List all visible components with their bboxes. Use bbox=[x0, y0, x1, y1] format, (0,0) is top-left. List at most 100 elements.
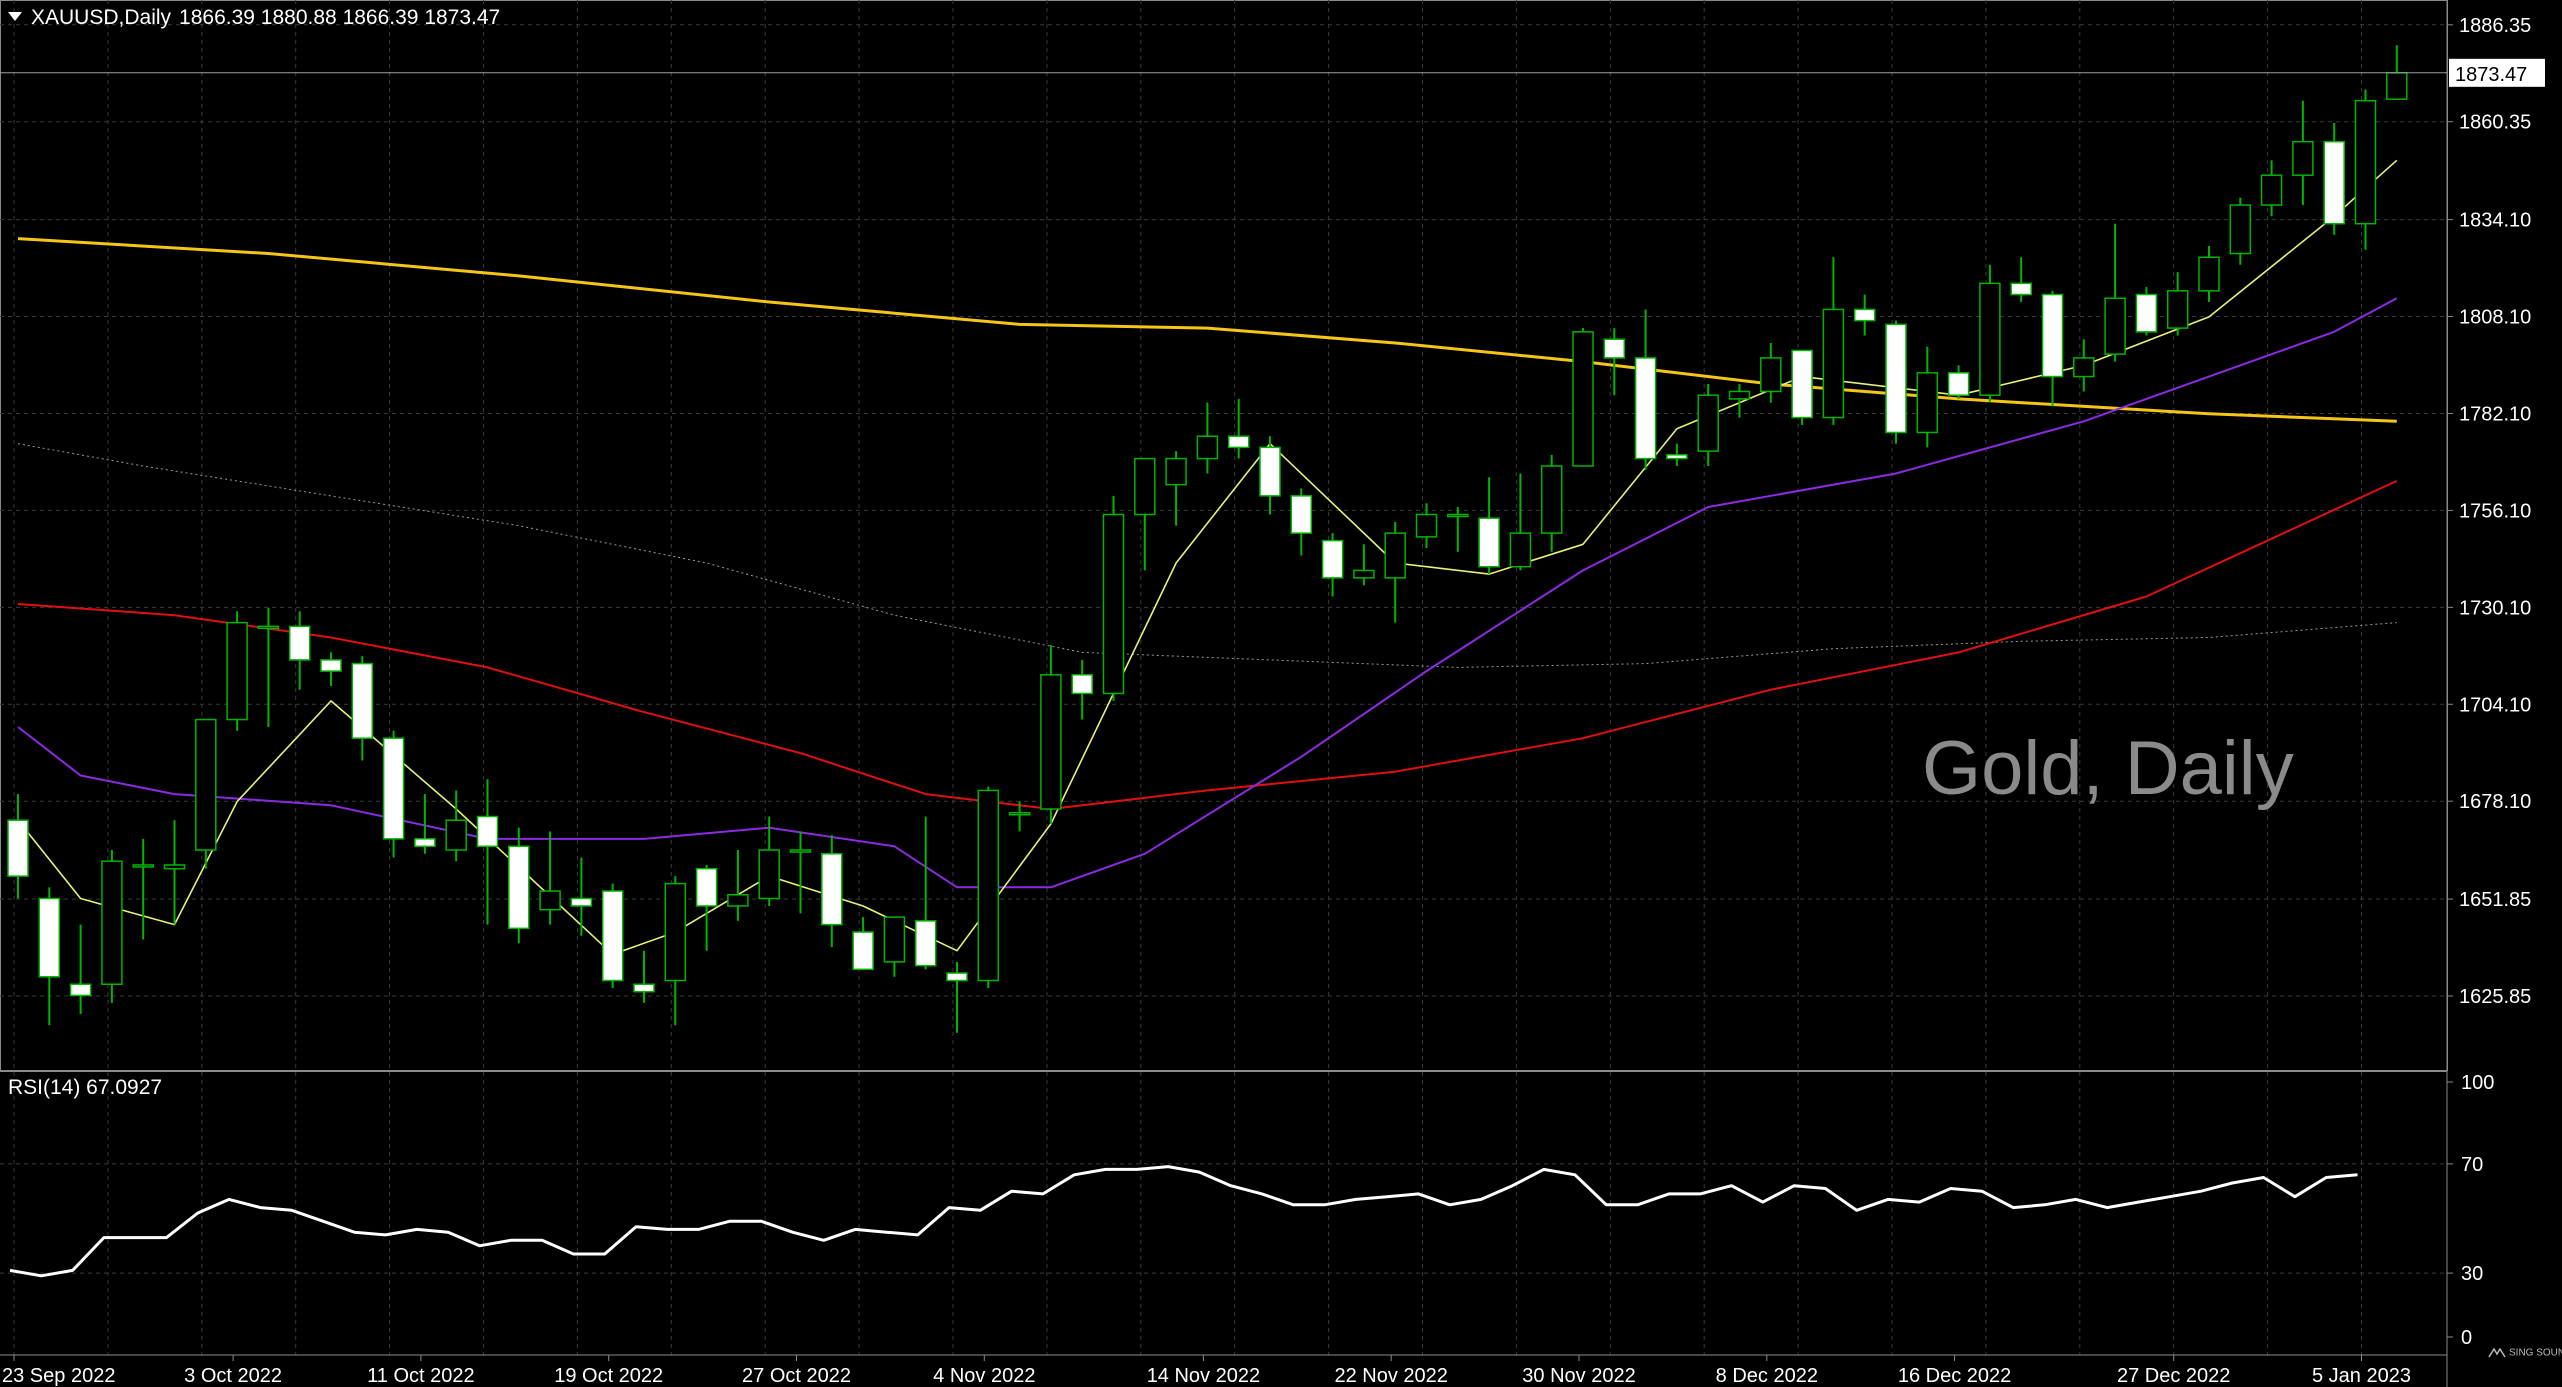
date-tick-label: 19 Oct 2022 bbox=[554, 1365, 663, 1387]
candle-body bbox=[2010, 282, 2032, 296]
candle-body bbox=[539, 890, 561, 911]
candle bbox=[1259, 436, 1281, 515]
candle bbox=[2260, 160, 2283, 217]
candle bbox=[1071, 659, 1093, 720]
date-tick-label: 23 Sep 2022 bbox=[2, 1365, 115, 1387]
candle-body bbox=[601, 890, 624, 982]
candle-body bbox=[414, 838, 436, 848]
candle bbox=[2135, 287, 2158, 336]
candle bbox=[1666, 443, 1688, 467]
broker-logo-icon bbox=[2488, 1348, 2506, 1358]
candle bbox=[1885, 320, 1907, 444]
candle-body bbox=[1447, 513, 1469, 518]
candle-body bbox=[664, 882, 687, 982]
candle bbox=[2386, 45, 2408, 100]
price-tick-label: 1782.10 bbox=[2459, 403, 2531, 425]
candle-body bbox=[883, 916, 906, 963]
candle-body bbox=[508, 845, 530, 930]
candle-body bbox=[195, 718, 217, 851]
candle-body bbox=[1384, 532, 1406, 579]
main-panel-frame bbox=[0, 0, 2448, 1071]
candle-body bbox=[821, 853, 843, 926]
candle-body bbox=[1509, 532, 1532, 568]
candle-body bbox=[1791, 349, 1813, 419]
rsi-tick-label: 100 bbox=[2461, 1072, 2494, 1094]
candle bbox=[2073, 339, 2095, 392]
date-tick-label: 11 Oct 2022 bbox=[367, 1365, 474, 1387]
candle bbox=[7, 794, 29, 899]
price-tick-label: 1625.85 bbox=[2459, 986, 2531, 1008]
date-tick-label: 14 Nov 2022 bbox=[1147, 1365, 1260, 1387]
candle bbox=[163, 820, 186, 925]
collapse-arrow-icon[interactable] bbox=[8, 12, 22, 21]
ohlc-close: 1873.47 bbox=[424, 6, 501, 29]
candle-body bbox=[695, 867, 718, 907]
date-tick-label: 16 Dec 2022 bbox=[1898, 1365, 2011, 1387]
current-price-tag: 1873.47 bbox=[2455, 64, 2527, 86]
symbol-header: XAUUSD,Daily 1866.39 1880.88 1866.39 1873… bbox=[8, 6, 500, 30]
candle bbox=[1321, 533, 1344, 597]
candle-body bbox=[2354, 99, 2377, 225]
candle bbox=[2323, 123, 2345, 235]
candle bbox=[914, 816, 937, 970]
axes: 1886.35 1860.35 1834.10 1808.10 1782.10 1756.… bbox=[0, 15, 2545, 1387]
candle-body bbox=[1760, 357, 1782, 393]
date-tick-label: 8 Dec 2022 bbox=[1716, 1365, 1818, 1387]
candle-body bbox=[1008, 812, 1031, 816]
rsi-panel: 100 70 30 0 bbox=[0, 1072, 2494, 1349]
candle-body bbox=[2229, 204, 2252, 255]
candle-body bbox=[2323, 140, 2345, 225]
candle-body bbox=[2104, 297, 2126, 355]
broker-logo: SING SOUND bbox=[2488, 1348, 2562, 1359]
candle-body bbox=[1290, 495, 1313, 534]
candle bbox=[1572, 328, 1594, 467]
candle bbox=[382, 730, 405, 858]
candle bbox=[1290, 488, 1313, 556]
candle bbox=[727, 850, 749, 921]
candle bbox=[38, 887, 61, 1026]
candle-body bbox=[1353, 569, 1375, 579]
candle bbox=[320, 652, 342, 686]
candle bbox=[1728, 384, 1751, 418]
candle bbox=[288, 611, 311, 690]
candle-body bbox=[1321, 539, 1344, 579]
candle-body bbox=[1947, 372, 1970, 396]
candle-body bbox=[1165, 457, 1187, 486]
candle bbox=[226, 611, 248, 731]
candle bbox=[351, 656, 374, 761]
candle-body bbox=[7, 819, 29, 877]
date-tick-label: 27 Dec 2022 bbox=[2117, 1365, 2230, 1387]
moving-averages bbox=[17, 159, 2398, 956]
candle bbox=[664, 876, 687, 1026]
candle bbox=[633, 950, 655, 1003]
candle-body bbox=[914, 920, 937, 967]
candle-body bbox=[1540, 465, 1563, 534]
candle-body bbox=[2198, 256, 2220, 292]
price-tick-label: 1834.10 bbox=[2459, 210, 2531, 232]
moving-average-line bbox=[17, 159, 2398, 956]
candle-body bbox=[758, 849, 780, 900]
candle-body bbox=[1572, 331, 1594, 467]
candle bbox=[946, 961, 968, 1033]
price-tick-label: 1678.10 bbox=[2459, 791, 2531, 813]
candle-body bbox=[789, 849, 812, 853]
price-tick-label: 1886.35 bbox=[2459, 15, 2531, 37]
candle bbox=[2104, 223, 2126, 362]
candle bbox=[1634, 309, 1657, 470]
candle-body bbox=[2386, 72, 2408, 100]
candle bbox=[1134, 457, 1156, 571]
date-tick-label: 22 Nov 2022 bbox=[1334, 1365, 1447, 1387]
candle-body bbox=[382, 737, 405, 840]
candle bbox=[1353, 544, 1375, 586]
candle bbox=[132, 838, 154, 940]
candle bbox=[1822, 257, 1845, 426]
date-tick-label: 4 Nov 2022 bbox=[933, 1365, 1035, 1387]
candle-body bbox=[1666, 454, 1688, 460]
price-tick-label: 1860.35 bbox=[2459, 112, 2531, 134]
rsi-label: RSI(14) 67.0927 bbox=[8, 1076, 163, 1099]
candle-body bbox=[320, 659, 342, 672]
candle bbox=[1697, 384, 1719, 467]
rsi-line bbox=[9, 1165, 2358, 1278]
